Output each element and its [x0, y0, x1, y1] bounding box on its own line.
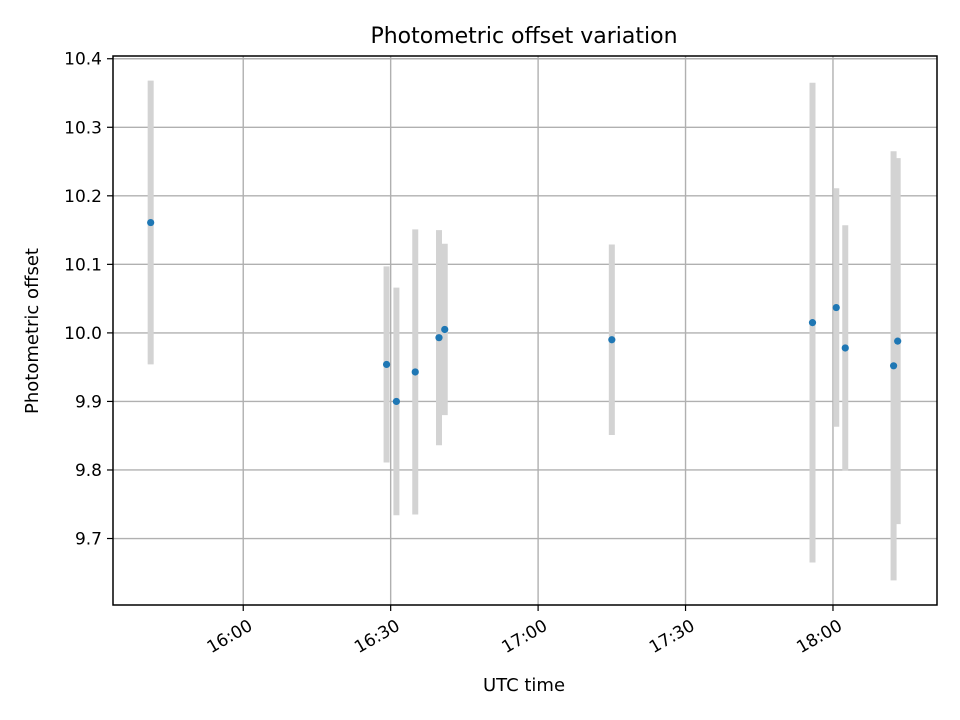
y-tick-label: 10.3 — [64, 118, 102, 138]
data-point — [841, 344, 849, 352]
y-tick-label: 9.7 — [75, 530, 102, 550]
y-tick-label: 10.0 — [64, 324, 102, 344]
data-point — [441, 325, 449, 334]
y-tick-label: 9.9 — [75, 392, 102, 412]
x-axis-label: UTC time — [483, 675, 565, 696]
data-point — [435, 334, 443, 342]
data-point — [894, 337, 902, 345]
y-tick-label: 9.8 — [75, 461, 102, 481]
y-axis-label: Photometric offset — [22, 248, 43, 414]
data-point — [392, 397, 401, 406]
data-point — [832, 303, 840, 312]
y-tick-label: 10.4 — [64, 50, 102, 70]
y-tick-label: 10.1 — [64, 255, 102, 275]
data-point — [889, 362, 898, 370]
chart-title: Photometric offset variation — [370, 24, 677, 49]
data-point — [382, 360, 391, 369]
y-axis-ticks: 9.7 9.8 9.9 10.0 10.1 10.2 10.3 10.4 — [64, 50, 113, 550]
data-point — [411, 368, 419, 376]
y-tick-label: 10.2 — [64, 187, 102, 207]
data-point — [808, 319, 817, 327]
data-points — [147, 218, 902, 406]
data-point — [608, 336, 616, 344]
plot-frame — [112, 55, 938, 606]
data-point — [147, 218, 155, 227]
gridlines — [113, 56, 937, 605]
